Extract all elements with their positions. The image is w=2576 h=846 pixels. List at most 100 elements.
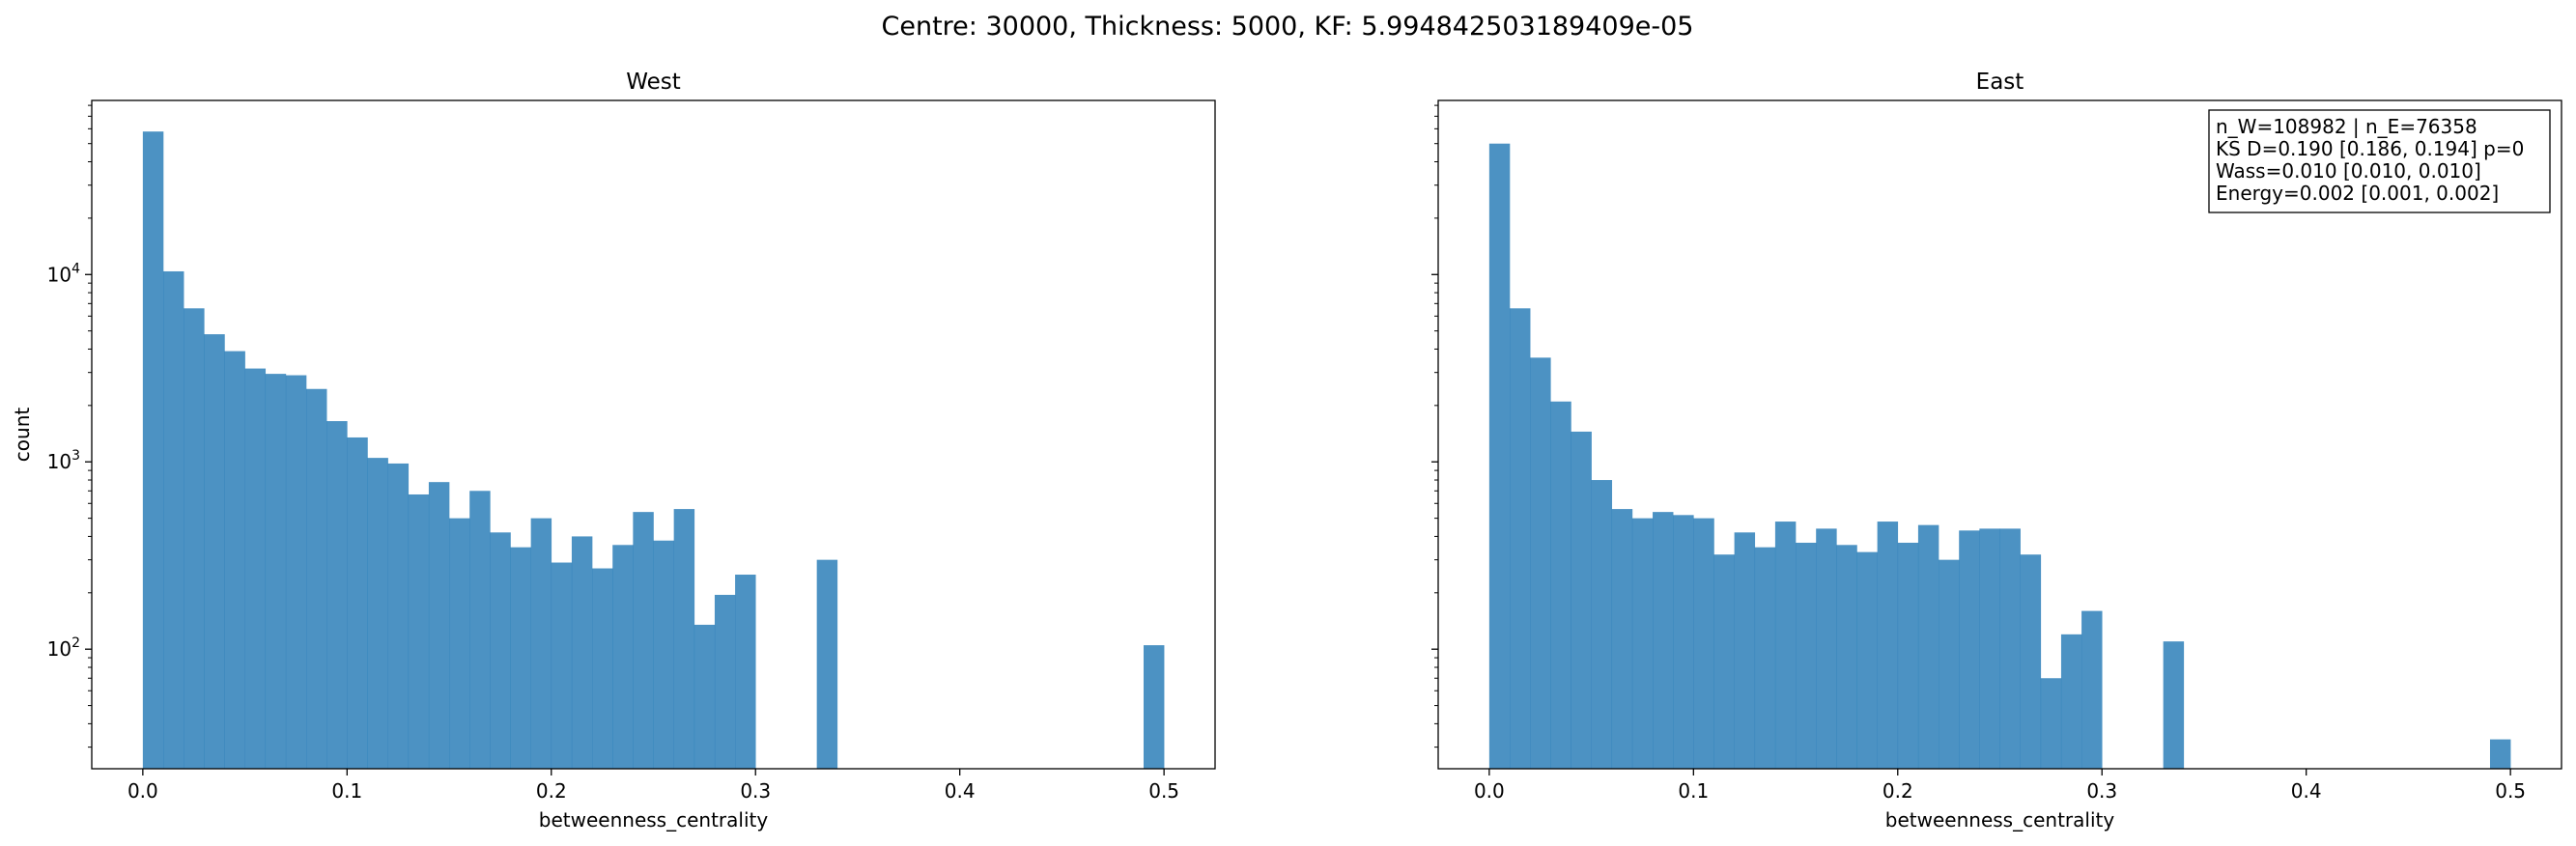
x-axis-label: betweenness_centrality	[1885, 808, 2115, 832]
histogram-bar	[1673, 515, 1694, 769]
histogram-bar	[204, 334, 225, 769]
y-axis-label: count	[11, 408, 34, 463]
histogram-bar	[163, 270, 184, 770]
histogram-bar	[1897, 542, 1919, 769]
histogram-bar	[367, 458, 388, 769]
histogram-bar	[428, 482, 450, 769]
histogram-bar	[1143, 645, 1165, 769]
y-tick-exponent: 2	[71, 635, 80, 651]
histogram-bar	[1571, 431, 1592, 769]
panel-title: East	[1976, 70, 2024, 95]
histogram-bar	[633, 512, 654, 769]
histogram-bar	[694, 624, 716, 769]
histogram-bar	[469, 491, 491, 769]
histogram-bar	[265, 374, 287, 769]
figure-suptitle: Centre: 30000, Thickness: 5000, KF: 5.99…	[882, 12, 1694, 42]
y-tick-base: 10	[47, 637, 71, 661]
axes-frame	[1437, 99, 2562, 770]
x-tick-label: 0.3	[2086, 779, 2117, 803]
histogram-bar	[673, 509, 695, 769]
histogram-bar	[2040, 678, 2062, 769]
histogram-bar	[1591, 480, 1613, 769]
chart-panel-1: 0.0 0.1 0.2 0.3 0.4 0.5 East betweenness_centra…	[1431, 70, 2562, 832]
histogram-bar	[1530, 357, 1551, 769]
stats-annotation-line: Wass=0.010 [0.010, 0.010]	[2216, 159, 2481, 183]
histogram-bar	[592, 568, 613, 769]
histogram-bar	[530, 518, 552, 769]
histogram-bar	[510, 547, 531, 769]
axes-frame	[91, 99, 1216, 770]
histogram-bar	[2060, 634, 2082, 769]
histogram-bar	[1939, 559, 1960, 769]
histogram-bar	[326, 421, 348, 769]
histogram-bar	[1959, 530, 1980, 769]
x-tick-label: 0.0	[1474, 779, 1505, 803]
stats-annotation-line: KS D=0.190 [0.186, 0.194] p=0	[2216, 137, 2524, 160]
histogram-bar	[1796, 542, 1817, 769]
y-tick-label: 103	[47, 448, 80, 473]
histogram-bar	[816, 559, 838, 769]
y-tick-exponent: 4	[71, 261, 80, 276]
histogram-bar	[184, 308, 205, 769]
stats-annotation-line: n_W=108982 | n_E=76358	[2216, 115, 2477, 138]
histogram-bar	[1550, 401, 1571, 769]
x-tick-label: 0.5	[1148, 779, 1179, 803]
x-tick-label: 0.1	[1678, 779, 1709, 803]
histogram-bar	[387, 463, 410, 769]
histogram-bar	[1999, 528, 2021, 769]
x-tick-label: 0.1	[331, 779, 362, 803]
histogram-bar	[1611, 509, 1633, 769]
histogram-bar	[244, 368, 267, 769]
y-tick-base: 10	[47, 450, 71, 473]
histogram-bar	[735, 575, 756, 769]
histogram-bar	[551, 562, 573, 769]
histogram-bar	[2489, 739, 2511, 769]
histogram-bar	[571, 536, 593, 769]
histogram-bar	[1488, 143, 1511, 770]
y-tick-exponent: 3	[71, 448, 80, 464]
stats-annotation-line: Energy=0.002 [0.001, 0.002]	[2216, 182, 2499, 205]
x-tick-label: 0.4	[945, 779, 976, 803]
chart-panels: 0.0 0.1 0.2 0.3 0.4 0.5102103104Westbetweenne…	[11, 70, 2562, 832]
x-tick-label: 0.2	[536, 779, 567, 803]
histogram-bar	[1774, 522, 1797, 769]
x-tick-label: 0.0	[127, 779, 158, 803]
x-tick-label: 0.4	[2291, 779, 2322, 803]
histogram-bar	[306, 388, 327, 769]
y-tick-label: 102	[47, 635, 80, 661]
histogram-bar	[714, 594, 736, 769]
x-tick-label: 0.3	[740, 779, 771, 803]
histogram-bar	[2020, 554, 2042, 769]
histogram-bar	[449, 518, 470, 769]
histogram-bar	[1631, 518, 1654, 769]
x-tick-label: 0.2	[1882, 779, 1913, 803]
x-tick-label: 0.5	[2495, 779, 2526, 803]
histogram-bar	[1734, 532, 1756, 769]
x-axis-label: betweenness_centrality	[539, 808, 769, 832]
histogram-bar	[1836, 545, 1857, 769]
histogram-bar	[1877, 522, 1899, 769]
histogram-bar	[612, 545, 634, 769]
histogram-bar	[1754, 547, 1776, 769]
histogram-bar	[1917, 524, 1939, 769]
histogram-bar	[142, 131, 164, 769]
histogram-bar	[1816, 528, 1837, 769]
histogram-bar	[2163, 641, 2185, 769]
histogram-bar	[1653, 512, 1674, 769]
histogram-bar	[285, 375, 307, 769]
y-tick-label: 104	[47, 261, 80, 286]
y-tick-base: 10	[47, 263, 71, 286]
histogram-bar	[1693, 518, 1714, 769]
panel-title: West	[626, 70, 681, 95]
histogram-bar	[1510, 308, 1531, 769]
stats-annotation-box	[2208, 109, 2551, 213]
histogram-bar	[1856, 551, 1878, 769]
histogram-bar	[224, 351, 245, 769]
histogram-bar	[653, 540, 674, 769]
histogram-bar	[2081, 610, 2103, 769]
histogram-bar	[1979, 528, 2000, 769]
histogram-bar	[408, 494, 430, 769]
histogram-bar	[347, 437, 368, 769]
histogram-bar	[1713, 554, 1735, 769]
